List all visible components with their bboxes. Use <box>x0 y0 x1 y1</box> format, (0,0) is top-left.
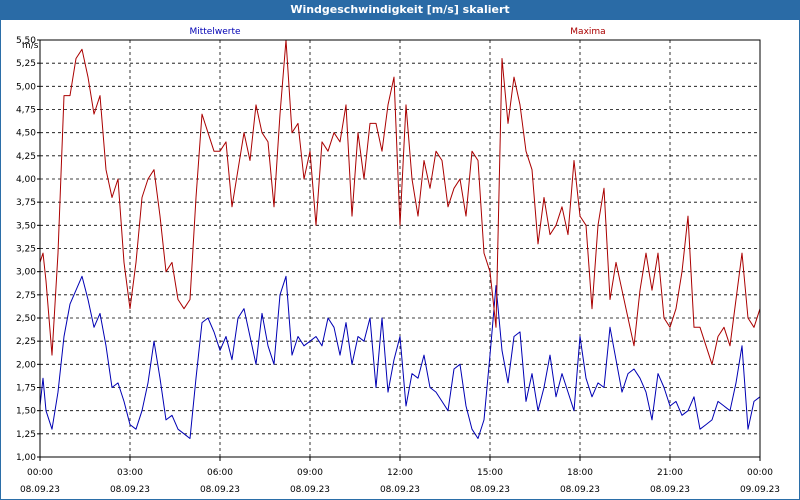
y-tick-label: 4,50 <box>16 129 36 139</box>
y-tick-label: 3,75 <box>16 198 36 208</box>
series-line-maxima <box>39 39 761 365</box>
y-tick-label: 3,50 <box>16 221 36 231</box>
x-tick-time-label: 12:00 <box>387 468 413 478</box>
y-tick-label: 5,00 <box>16 82 36 92</box>
x-tick-time-label: 18:00 <box>567 468 593 478</box>
y-tick-label: 3,25 <box>16 245 36 255</box>
series-line-mittelwerte <box>39 275 761 439</box>
y-tick-label: 1,25 <box>16 430 36 440</box>
y-tick-label: 1,00 <box>16 453 36 463</box>
x-tick-time-label: 21:00 <box>657 468 683 478</box>
y-axis-ticks: 1,00 1,25 1,50 1,75 2,00 2,25 2,50 2,75 3,00 3,25… <box>16 36 40 463</box>
x-tick-date-label: 08.09.23 <box>290 485 330 495</box>
y-tick-label: 2,00 <box>16 360 36 370</box>
y-tick-label: 2,25 <box>16 337 36 347</box>
x-tick-time-label: 00:00 <box>747 468 773 478</box>
x-tick-date-label: 08.09.23 <box>20 485 60 495</box>
x-tick-time-label: 06:00 <box>207 468 233 478</box>
x-tick-time-label: 00:00 <box>27 468 53 478</box>
y-axis-unit-label: m/s <box>22 41 39 51</box>
x-axis-ticks: 00:00 08.09.23 03:00 08.09.23 06:00 08.09.23 0… <box>20 457 780 495</box>
x-tick-date-label: 09.09.23 <box>740 485 780 495</box>
x-tick-date-label: 08.09.23 <box>560 485 600 495</box>
y-tick-label: 3,00 <box>16 268 36 278</box>
x-tick-date-label: 08.09.23 <box>470 485 510 495</box>
legend-maxima: Maxima <box>570 27 605 37</box>
y-tick-label: 4,00 <box>16 175 36 185</box>
y-tick-label: 1,75 <box>16 384 36 394</box>
x-tick-date-label: 08.09.23 <box>380 485 420 495</box>
y-tick-label: 2,50 <box>16 314 36 324</box>
y-tick-label: 5,50 <box>16 36 36 46</box>
x-tick-time-label: 15:00 <box>477 468 503 478</box>
y-tick-label: 4,25 <box>16 152 36 162</box>
y-tick-label: 1,50 <box>16 407 36 417</box>
grid <box>40 40 760 457</box>
legend-mittelwerte: Mittelwerte <box>189 27 240 37</box>
x-tick-date-label: 08.09.23 <box>110 485 150 495</box>
x-tick-time-label: 03:00 <box>117 468 143 478</box>
y-tick-label: 2,75 <box>16 291 36 301</box>
chart-title: Windgeschwindigkeit [m/s] skaliert <box>0 0 800 20</box>
x-tick-date-label: 08.09.23 <box>650 485 690 495</box>
x-tick-time-label: 09:00 <box>297 468 323 478</box>
x-tick-date-label: 08.09.23 <box>200 485 240 495</box>
y-tick-label: 4,75 <box>16 106 36 116</box>
plot-area-border <box>39 39 761 458</box>
y-tick-label: 5,25 <box>16 59 36 69</box>
series-lines <box>39 39 761 439</box>
